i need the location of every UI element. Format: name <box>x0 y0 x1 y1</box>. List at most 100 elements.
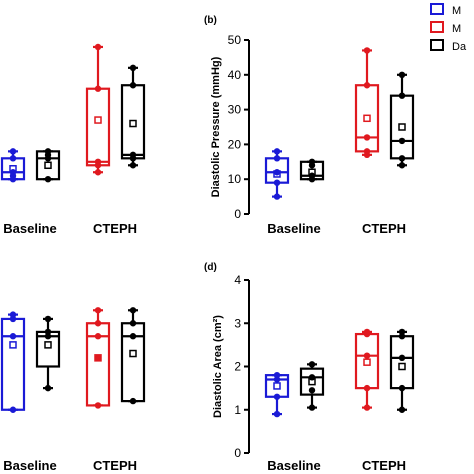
data-point <box>129 162 137 169</box>
data-point <box>44 384 52 392</box>
y-tick-label: 20 <box>228 137 242 151</box>
y-tick-label: 40 <box>228 68 242 82</box>
box-0-0 <box>0 148 26 183</box>
box-1-1 <box>354 47 380 159</box>
box-iqr <box>85 87 111 167</box>
box-0-0 <box>0 311 26 413</box>
data-point <box>308 172 316 179</box>
box-1-2 <box>120 307 146 405</box>
chart-panel-4: 0 1 2 3 4 Diastolic Area (cm²) (d) Baseline CTEP… <box>204 262 415 473</box>
data-point <box>94 169 102 176</box>
y-tick-label: 0 <box>234 207 241 221</box>
data-point <box>363 384 371 392</box>
data-point <box>398 354 406 362</box>
x-category-label: Baseline <box>3 221 56 236</box>
box-1-1 <box>85 43 111 176</box>
chart-panel-1: Baseline CTEPH <box>0 43 146 236</box>
data-point <box>398 155 406 162</box>
box-0-2 <box>299 158 325 183</box>
chart-panel-2: 0 10 20 30 40 50 Diastolic Pressure (mmHg) (b) B… <box>204 15 415 236</box>
data-point <box>44 315 52 323</box>
data-point <box>363 352 371 359</box>
mean-marker <box>129 119 137 128</box>
legend-swatch <box>430 3 444 15</box>
box-iqr <box>0 317 26 411</box>
mean-marker <box>129 349 137 358</box>
x-category-label: Baseline <box>267 221 320 236</box>
data-point <box>9 155 17 162</box>
x-category-label: CTEPH <box>93 458 137 473</box>
mean-marker <box>9 341 17 349</box>
box-0-2 <box>35 315 61 392</box>
data-point <box>398 71 406 79</box>
y-axis-label: Diastolic Pressure (mmHg) <box>210 56 222 197</box>
data-point <box>9 311 17 318</box>
x-category-label: Baseline <box>3 458 56 473</box>
data-point <box>363 82 371 89</box>
y-tick-label: 10 <box>228 172 242 186</box>
data-point <box>44 328 52 336</box>
data-point <box>94 307 102 314</box>
data-point <box>94 320 102 327</box>
box-0-2 <box>299 361 325 411</box>
y-tick-label: 3 <box>234 316 241 330</box>
y-tick-label: 30 <box>228 103 242 117</box>
data-point <box>363 47 371 54</box>
data-point <box>94 158 102 165</box>
legend-label: M <box>452 5 461 17</box>
box-iqr <box>389 335 415 390</box>
box-1-2 <box>389 328 415 413</box>
data-point <box>94 85 102 92</box>
data-point <box>94 333 102 340</box>
mean-marker <box>273 382 281 390</box>
box-1-1 <box>354 328 380 411</box>
y-tick-label: 0 <box>234 446 241 460</box>
data-point <box>94 354 102 362</box>
x-category-label: CTEPH <box>362 221 406 236</box>
mean-marker <box>94 116 102 124</box>
data-point <box>273 371 281 379</box>
data-point <box>308 158 316 165</box>
mean-marker <box>44 161 52 170</box>
box-0-0 <box>264 371 290 418</box>
data-point <box>129 64 137 72</box>
data-point <box>398 406 406 413</box>
data-point <box>129 82 137 89</box>
y-axis-label: Diastolic Area (cm²) <box>212 315 224 418</box>
data-point <box>94 402 102 409</box>
legend-swatch <box>430 21 444 33</box>
data-point <box>363 404 371 411</box>
mean-marker <box>398 362 406 371</box>
mean-marker <box>363 114 371 123</box>
data-point <box>273 169 281 176</box>
data-point <box>44 148 52 155</box>
legend-label: Da <box>452 41 467 53</box>
data-point <box>363 148 371 155</box>
data-point <box>273 179 281 186</box>
legend: MM Da <box>430 3 467 53</box>
data-point <box>273 410 281 418</box>
data-point <box>308 404 316 411</box>
box-0-0 <box>264 148 290 200</box>
data-point <box>273 193 281 200</box>
data-point <box>308 374 316 381</box>
data-point <box>129 333 137 340</box>
data-point <box>94 43 102 51</box>
data-point <box>273 155 281 162</box>
data-point <box>308 387 316 394</box>
box-iqr <box>299 367 325 396</box>
y-tick-label: 50 <box>228 33 242 47</box>
data-point <box>9 333 17 340</box>
mean-marker <box>363 358 371 366</box>
data-point <box>273 148 281 155</box>
data-point <box>44 176 52 183</box>
data-point <box>129 151 137 159</box>
data-point <box>398 162 406 169</box>
x-category-label: CTEPH <box>362 458 406 473</box>
box-1-1 <box>85 307 111 409</box>
data-point <box>398 384 406 392</box>
box-1-2 <box>389 71 415 169</box>
x-category-label: Baseline <box>267 458 320 473</box>
